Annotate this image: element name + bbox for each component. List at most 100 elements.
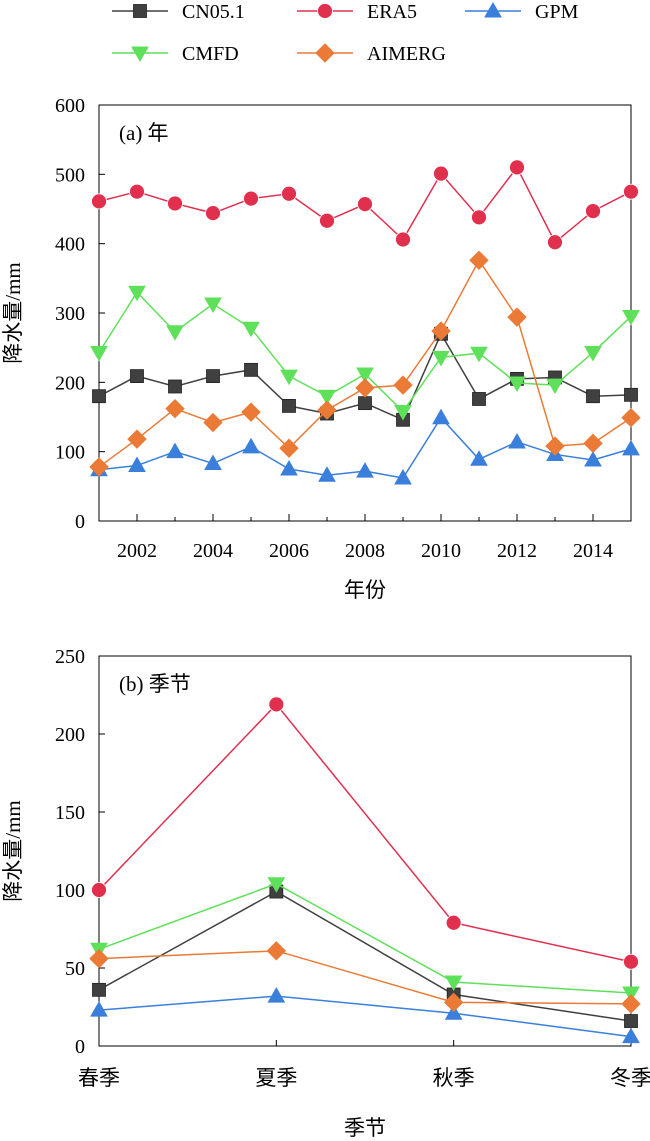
data-point: [128, 285, 146, 302]
y-tick-label: 200: [55, 372, 85, 394]
x-axis-title: 季节: [344, 1116, 386, 1140]
data-point: [282, 399, 296, 413]
data-point: [431, 321, 451, 341]
data-point: [267, 877, 286, 893]
data-point: [508, 432, 526, 449]
x-tick-label: 春季: [78, 1066, 120, 1090]
legend-label: CMFD: [182, 43, 239, 65]
data-point: [469, 250, 489, 271]
legend-label: CN05.1: [182, 1, 245, 23]
y-tick-label: 50: [65, 958, 85, 980]
x-tick-label: 2006: [269, 540, 309, 562]
panel-label: (b) 季节: [119, 672, 191, 696]
x-tick-label: 夏季: [255, 1066, 297, 1090]
data-point: [394, 469, 412, 485]
y-tick-label: 600: [55, 95, 85, 117]
data-point: [432, 350, 450, 367]
legend-item: CN05.1: [112, 1, 245, 23]
data-point: [584, 450, 602, 467]
x-tick-label: 2002: [117, 540, 157, 562]
series-cn05-1: [92, 326, 638, 427]
data-point: [445, 914, 462, 931]
plot-frame: [98, 655, 632, 1047]
data-point: [583, 433, 603, 454]
x-axis-title: 年份: [344, 578, 386, 602]
data-point: [395, 231, 411, 248]
data-point: [165, 398, 185, 419]
data-point: [357, 196, 373, 213]
data-point: [89, 457, 109, 477]
data-point: [204, 454, 222, 470]
data-point: [444, 1004, 463, 1020]
data-point: [624, 1014, 638, 1028]
y-tick-label: 400: [55, 234, 85, 256]
data-point: [394, 404, 412, 421]
data-point: [622, 986, 640, 1002]
legend-marker: [317, 3, 333, 19]
series-aimerg: [89, 941, 641, 1014]
data-point: [127, 429, 147, 449]
data-point: [242, 321, 260, 338]
y-tick-label: 100: [55, 880, 85, 902]
series-cn05-1: [92, 884, 638, 1028]
data-point: [443, 992, 464, 1013]
legend-marker: [484, 1, 502, 18]
data-point: [166, 442, 184, 459]
data-point: [267, 987, 286, 1003]
data-point: [545, 436, 565, 456]
data-point: [624, 387, 638, 402]
y-tick-label: 500: [55, 164, 85, 186]
data-point: [280, 459, 298, 476]
chart-panel-annual: 0 100 200 300 400 500 600 2002 2004 2006 2008 2010 2…: [1, 95, 641, 602]
data-point: [89, 948, 109, 969]
data-point: [318, 466, 336, 482]
data-point: [90, 1001, 108, 1017]
x-tick-label: 2012: [497, 540, 537, 562]
data-point: [470, 450, 488, 466]
data-point: [622, 309, 640, 326]
series-gpm: [90, 987, 640, 1044]
x-tick-label: 2004: [193, 540, 233, 562]
y-tick-label: 150: [55, 802, 85, 824]
x-tick-label: 2008: [345, 540, 385, 562]
legend-item: GPM: [465, 1, 579, 23]
data-point: [166, 325, 184, 341]
data-point: [206, 369, 220, 383]
data-point: [168, 379, 182, 394]
series-cmfd: [90, 285, 640, 421]
x-tick-label: 2014: [573, 540, 613, 562]
data-point: [279, 438, 299, 458]
legend-marker: [131, 46, 149, 63]
data-point: [242, 437, 260, 454]
y-tick-label: 250: [55, 646, 85, 668]
legend-item: AIMERG: [297, 43, 446, 65]
data-point: [623, 953, 639, 970]
data-point: [621, 407, 641, 428]
series-line: [98, 258, 632, 468]
data-point: [319, 212, 335, 229]
y-axis-title: 降水量/mm: [1, 800, 25, 902]
data-point: [203, 412, 223, 433]
data-point: [91, 193, 107, 210]
legend-marker: [315, 43, 335, 63]
data-point: [358, 396, 372, 411]
legend-marker: [133, 4, 147, 18]
data-point: [393, 375, 413, 395]
legend: CN05.1 ERA5 GPM CMFD AIMERG: [112, 1, 579, 65]
x-tick-label: 秋季: [433, 1066, 475, 1090]
data-point: [584, 346, 602, 362]
legend-label: AIMERG: [367, 43, 446, 65]
data-point: [356, 462, 374, 478]
data-point: [432, 408, 450, 425]
series-cmfd: [90, 877, 640, 1002]
y-tick-label: 0: [75, 511, 85, 533]
data-point: [91, 882, 107, 898]
data-point: [546, 378, 564, 395]
data-point: [622, 439, 640, 456]
series-aimerg: [89, 250, 641, 477]
data-point: [243, 190, 259, 207]
data-point: [470, 346, 488, 363]
legend-label: ERA5: [367, 1, 417, 23]
data-point: [92, 982, 106, 997]
